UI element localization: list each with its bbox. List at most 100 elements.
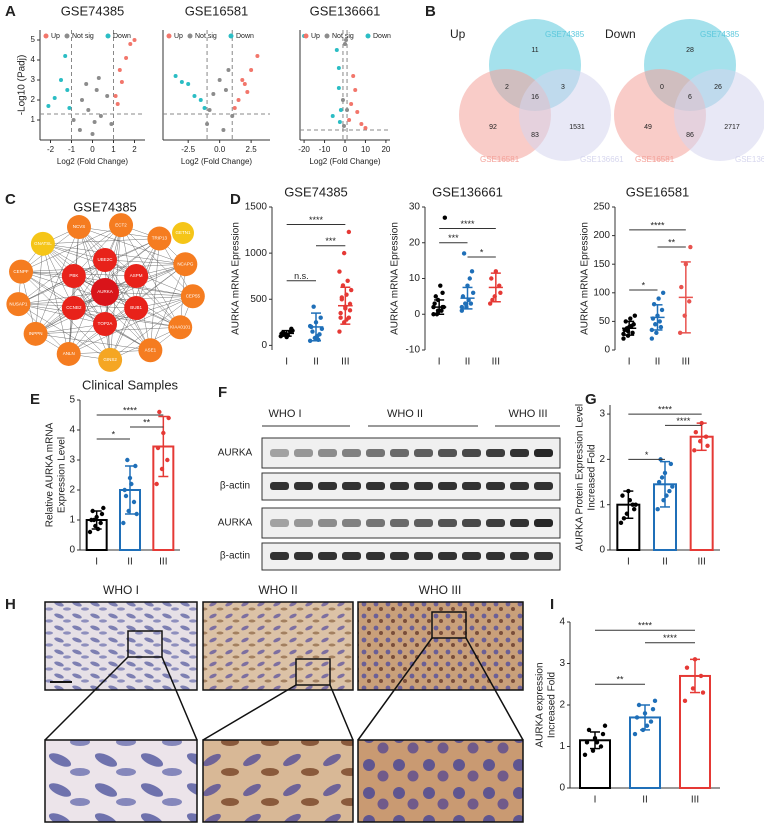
y-tick-label: 1500 [245, 202, 268, 213]
edge [18, 291, 106, 305]
node [124, 264, 149, 288]
point [655, 507, 660, 512]
node [147, 226, 172, 251]
venn-set-label: GSE16581 [635, 155, 675, 164]
blot-band [414, 449, 433, 457]
point [489, 276, 494, 281]
point [679, 284, 684, 290]
edge [110, 296, 193, 361]
point [134, 511, 139, 517]
panel-label: E [30, 391, 40, 408]
x-tick-label: III [697, 557, 705, 568]
panel-label: I [550, 596, 554, 613]
x-tick-label: I [285, 357, 288, 368]
edge [78, 226, 186, 265]
node [124, 296, 149, 320]
point [433, 294, 438, 299]
venn-count: 28 [686, 47, 694, 54]
significance-label: * [642, 280, 646, 290]
edge [150, 238, 160, 351]
edge [104, 259, 111, 360]
node [9, 259, 34, 284]
point [337, 329, 342, 334]
blot-band [438, 552, 457, 560]
point [349, 102, 354, 106]
x-tick-label: II [127, 557, 133, 568]
edge [73, 307, 181, 328]
blot-band [270, 519, 289, 527]
venn-count: 3 [561, 84, 565, 91]
significance-label: **** [676, 416, 691, 426]
y-tick-label: 5 [31, 35, 36, 44]
x-axis-label: Log2 (Fold Change) [309, 157, 380, 166]
point [80, 98, 84, 102]
y-tick-label: 100 [593, 287, 610, 298]
histology-zoom [44, 739, 198, 823]
y-tick-label: 4 [31, 55, 36, 64]
point [668, 461, 674, 467]
blot-band [366, 519, 385, 527]
node [91, 278, 119, 306]
y-tick-label: 4 [69, 425, 75, 436]
point [173, 74, 178, 78]
network-title: GSE74385 [73, 199, 137, 214]
point [684, 665, 690, 670]
point [644, 723, 650, 728]
blot-band [270, 449, 289, 457]
legend-swatch [324, 33, 330, 39]
node [66, 215, 91, 240]
point [693, 429, 698, 435]
point [336, 66, 341, 70]
edge [120, 225, 181, 328]
venn-set-label: GSE136661 [580, 155, 624, 164]
point [98, 520, 103, 526]
point [125, 457, 130, 463]
x-axis-label: Log2 (Fold Change) [57, 157, 128, 166]
node [180, 284, 205, 309]
point [632, 313, 638, 318]
point [65, 88, 70, 92]
histology-zoom [202, 739, 354, 823]
point [245, 90, 250, 94]
x-tick-label: 0 [343, 145, 348, 154]
x-axis-label: Log2 (Fold Change) [181, 157, 252, 166]
point [590, 748, 596, 753]
y-tick-label: 150 [593, 259, 610, 270]
point [467, 276, 472, 281]
edge [18, 303, 111, 361]
legend-label: Down [373, 33, 391, 40]
node [30, 231, 55, 256]
y-tick-label: 0 [559, 783, 565, 794]
point [338, 310, 343, 316]
point [330, 114, 335, 118]
histology-label: WHO III [419, 583, 462, 597]
edge [20, 271, 151, 351]
point [98, 114, 103, 118]
venn-count: 0 [660, 84, 664, 91]
x-tick-label: -2.5 [181, 145, 195, 154]
significance-label: ** [668, 237, 676, 247]
legend-swatch [43, 33, 49, 39]
venn-set [519, 69, 611, 161]
node-label: GINS2 [103, 357, 117, 362]
point [124, 56, 129, 60]
point [334, 48, 339, 52]
point [52, 96, 57, 100]
blot-band [294, 519, 313, 527]
point [337, 269, 342, 274]
significance-label: * [112, 429, 116, 439]
y-axis-label: Increased Fold [547, 672, 558, 738]
point [157, 409, 162, 415]
blot-band [462, 552, 481, 560]
x-tick-label: II [313, 357, 319, 368]
y-tick-label: 2 [599, 454, 605, 465]
y-tick-label: -10 [406, 345, 421, 356]
blot-band [414, 519, 433, 527]
point [602, 723, 608, 728]
blot-row-label: AURKA [218, 448, 253, 459]
point [498, 290, 503, 295]
edge [20, 224, 122, 272]
blot-band [342, 482, 361, 490]
point [90, 132, 95, 136]
legend-swatch [187, 33, 193, 39]
